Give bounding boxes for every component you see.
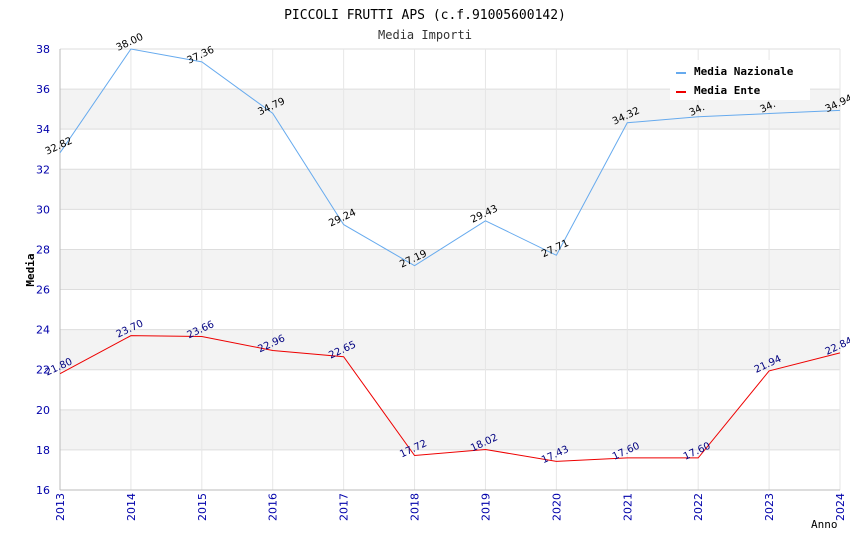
x-tick-label: 2017 [338, 493, 351, 521]
x-tick-label: 2022 [692, 493, 705, 521]
plot-band [60, 329, 840, 370]
chart-title: PICCOLI FRUTTI APS (c.f.91005600142) [284, 8, 566, 23]
plot-background-bands [60, 89, 840, 450]
axes [59, 49, 840, 491]
x-tick-label: 2013 [54, 493, 67, 521]
series-line-ente [59, 335, 841, 462]
x-tick-label: 2023 [763, 493, 776, 521]
x-tick-label: 2021 [621, 493, 634, 521]
legend: Media Nazionale Media Ente [670, 60, 810, 100]
plot-band [60, 169, 840, 210]
y-tick-label: 18 [36, 444, 50, 457]
y-tick-label: 34 [36, 123, 50, 136]
x-axis-title: Anno [811, 518, 838, 531]
x-tick-labels: 2013 2014 2015 2016 2017 2018 2019 2020 2021 2022… [54, 493, 847, 521]
y-tick-label: 20 [36, 404, 50, 417]
y-tick-label: 24 [36, 324, 50, 337]
x-tick-label: 2015 [196, 493, 209, 521]
legend-box [670, 60, 810, 100]
data-label: 37.36 [185, 45, 216, 67]
y-tick-label: 30 [36, 203, 50, 216]
legend-label-nazionale: Media Nazionale [694, 65, 794, 78]
data-label: 21.80 [44, 356, 75, 378]
y-tick-label: 38 [36, 43, 50, 56]
series-lines [59, 48, 841, 462]
y-tick-label: 26 [36, 284, 50, 297]
series-line-nazionale [59, 48, 841, 267]
y-tick-label: 28 [36, 243, 50, 256]
x-tick-label: 2016 [267, 493, 280, 521]
x-tick-label: 2020 [550, 493, 563, 521]
data-label: 29.24 [327, 207, 358, 229]
x-tick-label: 2014 [125, 493, 138, 521]
y-tick-label: 22 [36, 364, 50, 377]
x-tick-label: 2019 [479, 493, 492, 521]
legend-label-ente: Media Ente [694, 84, 761, 97]
x-tick-label: 2024 [834, 493, 847, 521]
y-tick-label: 36 [36, 83, 50, 96]
chart-subtitle: Media Importi [378, 28, 472, 42]
y-axis-title: Media [24, 253, 37, 286]
x-tick-label: 2018 [409, 493, 422, 521]
y-tick-label: 32 [36, 163, 50, 176]
y-tick-label: 16 [36, 484, 50, 497]
data-label: 32.82 [44, 136, 75, 158]
plot-band [60, 409, 840, 450]
plot-band [60, 249, 840, 290]
y-tick-labels: 16 18 20 22 24 26 28 30 32 34 36 38 [36, 43, 50, 497]
